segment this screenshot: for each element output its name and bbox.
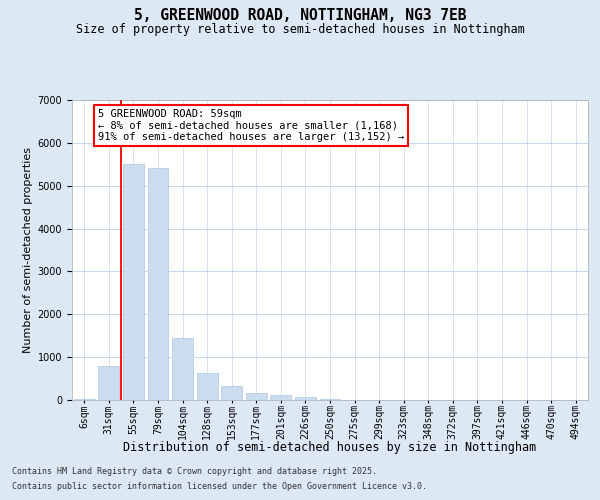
Bar (246, 392, 267, 400)
Y-axis label: Number of semi-detached properties: Number of semi-detached properties (23, 147, 34, 353)
Bar (221, 386, 242, 400)
Bar (172, 338, 193, 400)
Bar (98, 366, 119, 400)
Bar (148, 168, 169, 400)
Bar (320, 399, 340, 400)
Text: Contains HM Land Registry data © Crown copyright and database right 2025.: Contains HM Land Registry data © Crown c… (12, 467, 377, 476)
Text: Distribution of semi-detached houses by size in Nottingham: Distribution of semi-detached houses by … (124, 441, 536, 454)
Text: 5, GREENWOOD ROAD, NOTTINGHAM, NG3 7EB: 5, GREENWOOD ROAD, NOTTINGHAM, NG3 7EB (134, 8, 466, 22)
Bar (197, 374, 218, 400)
Text: 5 GREENWOOD ROAD: 59sqm
← 8% of semi-detached houses are smaller (1,168)
91% of : 5 GREENWOOD ROAD: 59sqm ← 8% of semi-det… (98, 109, 404, 142)
Bar (271, 396, 292, 400)
Bar (295, 398, 316, 400)
Text: Contains public sector information licensed under the Open Government Licence v3: Contains public sector information licen… (12, 482, 427, 491)
Bar (74, 398, 95, 400)
Text: Size of property relative to semi-detached houses in Nottingham: Size of property relative to semi-detach… (76, 22, 524, 36)
Bar (123, 164, 144, 400)
